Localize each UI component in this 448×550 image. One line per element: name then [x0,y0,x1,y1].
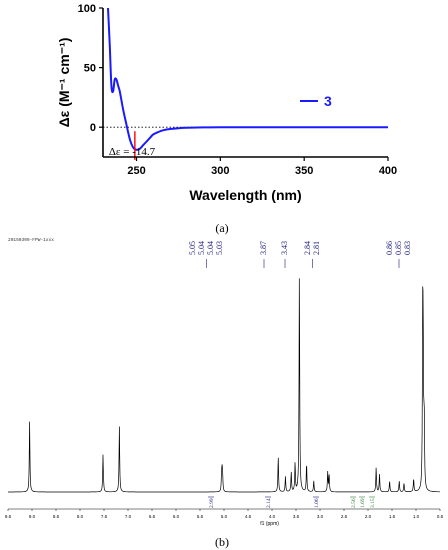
nmr-peak-label: 5.05 [188,241,197,255]
nmr-x-tick-label: 5.5 [197,514,204,519]
nmr-spectrum-line [8,278,440,493]
nmr-x-tick-label: 9.5 [5,514,12,519]
cd-x-axis-label: Wavelength (nm) [189,187,301,203]
nmr-x-tick-label: 1.5 [389,514,396,519]
cd-y-tick-label-50: 50 [84,63,96,75]
nmr-header: 20150309-FPW-1xxx [8,237,54,243]
cd-y-tick-label-100: 100 [78,3,96,15]
nmr-integral-label: 3.15 [370,498,376,508]
nmr-x-axis-label: f1 (ppm) [260,521,279,527]
nmr-integral-label: 1.06 [314,498,320,508]
cd-x-tick-label-350: 350 [295,165,313,177]
nmr-peak-label: 2.84 [303,241,312,255]
cd-x-tick-label-300: 300 [211,165,229,177]
nmr-x-tick-label: 3.0 [317,514,324,519]
nmr-x-tick-label: 2.0 [365,514,372,519]
nmr-x-tick-label: 7.0 [125,514,132,519]
nmr-x-tick-label: 7.5 [101,514,108,519]
cd-min-annotation: Δε = -14.7 [109,146,156,158]
nmr-peak-label: 0.85 [394,241,403,255]
nmr-integral-label: 2.56 [351,498,357,508]
nmr-x-tick-label: 4.5 [245,514,252,519]
cd-series-3-line [107,7,388,151]
nmr-x-tick-label: 8.0 [77,514,84,519]
cd-x-tick-label-250: 250 [127,165,145,177]
nmr-integrals: 2.99 2.14 1.06 2.56 1.69 3.15 [208,496,376,508]
cd-y-ticks: 0 50 100 [78,3,103,134]
nmr-x-tick-label: 2.5 [341,514,348,519]
nmr-x-tick-label: 1.0 [413,514,420,519]
nmr-x-tick-label: 3.5 [293,514,300,519]
nmr-x-tick-label: 9.0 [29,514,36,519]
nmr-peak-label: 0.86 [385,241,394,255]
cd-y-axis-label: Δε (M⁻¹ cm⁻¹) [56,38,72,128]
nmr-peak-label: 0.83 [403,241,412,255]
nmr-peak-labels: 5.05 5.04 5.04 5.03 3.87 3.43 2.84 2.81 0.86 0.85… [188,241,412,268]
cd-y-tick-label-0: 0 [90,122,96,134]
nmr-x-tick-label: 6.5 [149,514,156,519]
nmr-x-tick-label: 4.0 [269,514,276,519]
nmr-peak-label: 3.43 [280,241,289,255]
caption-a: (a) [215,221,228,235]
nmr-x-tick-label: 0.5 [437,514,444,519]
cd-spectrum-chart: 0 50 100 250 300 350 400 Δε = -14.7 3 Δε (M⁻¹… [56,3,397,203]
cd-x-tick-label-400: 400 [379,165,397,177]
nmr-x-ticks: 9.5 9.0 8.5 8.0 7.5 7.0 6.5 6.0 5.5 5.0 4.5 4.0 3.5 3… [5,509,444,519]
caption-b: (b) [215,535,229,549]
nmr-peak-label: 5.03 [215,241,224,255]
cd-x-ticks: 250 300 350 400 [127,157,397,177]
nmr-peak-label: 2.81 [312,241,321,255]
nmr-x-tick-label: 5.0 [221,514,228,519]
nmr-peak-label: 3.87 [259,241,268,255]
nmr-peak-label: 5.04 [197,241,206,255]
nmr-x-tick-label: 8.5 [53,514,60,519]
nmr-integral-label: 2.99 [209,498,215,508]
nmr-spectrum-chart: 20150309-FPW-1xxx 5.05 5.04 5.04 5.03 3.87 3.… [5,237,444,527]
cd-legend-label: 3 [324,93,332,109]
nmr-integral-label: 1.69 [360,498,366,508]
nmr-integral-label: 2.14 [266,498,272,508]
nmr-peak-label: 5.04 [206,241,215,255]
nmr-x-tick-label: 6.0 [173,514,180,519]
